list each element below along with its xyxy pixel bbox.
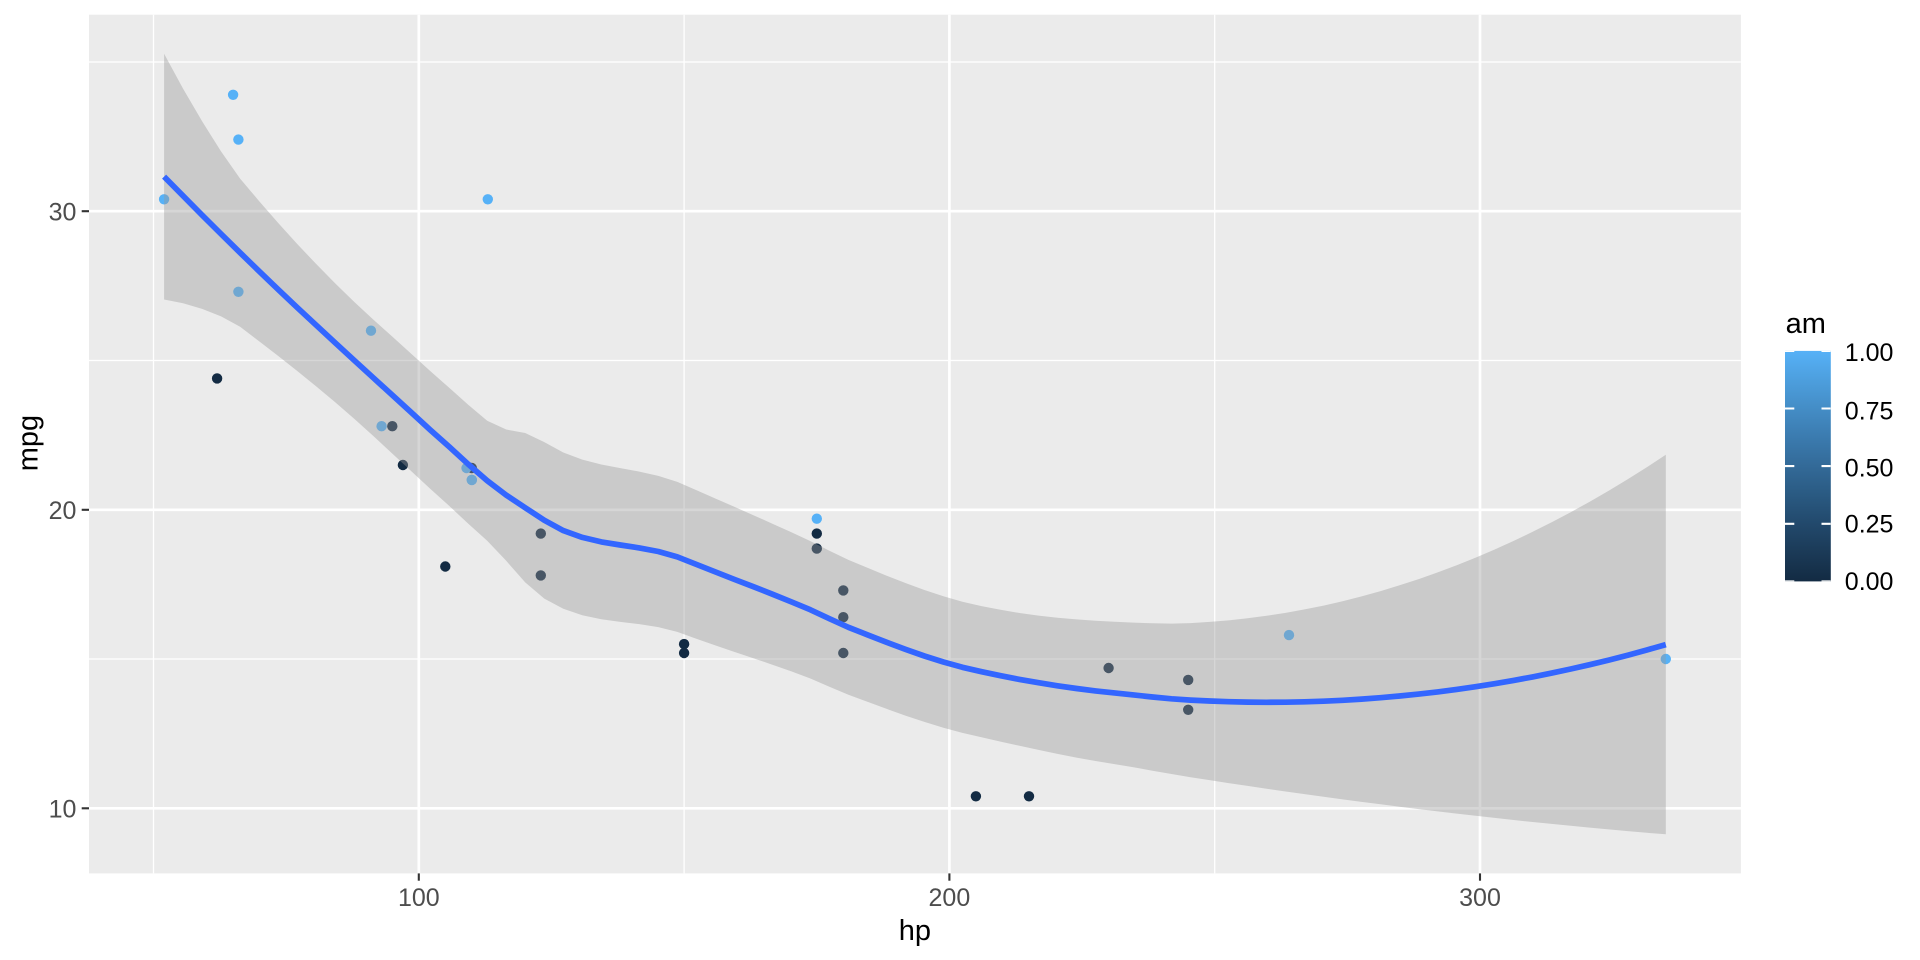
svg-text:0.25: 0.25 [1845, 511, 1894, 539]
svg-text:200: 200 [929, 884, 971, 912]
svg-text:0.00: 0.00 [1845, 568, 1894, 596]
svg-text:0.75: 0.75 [1845, 398, 1894, 426]
svg-text:mpg: mpg [13, 415, 45, 471]
svg-text:30: 30 [49, 199, 77, 227]
svg-text:100: 100 [398, 884, 440, 912]
svg-text:am: am [1786, 308, 1826, 340]
svg-text:10: 10 [49, 796, 77, 824]
svg-text:1.00: 1.00 [1845, 339, 1894, 367]
svg-text:0.50: 0.50 [1845, 454, 1894, 482]
svg-text:20: 20 [49, 497, 77, 525]
svg-text:300: 300 [1459, 884, 1501, 912]
svg-text:hp: hp [899, 915, 931, 947]
